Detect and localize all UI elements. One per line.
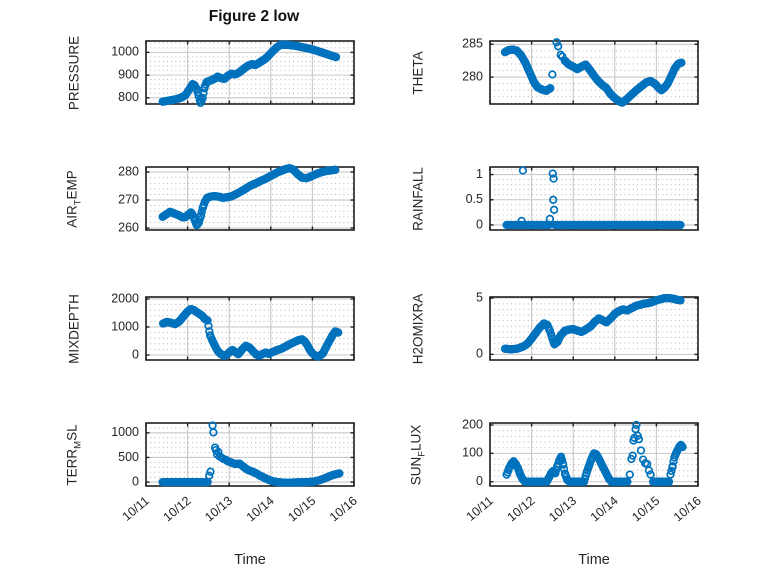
axes-box (489, 422, 699, 487)
series-air_temp-markers (158, 163, 340, 230)
axes-box (145, 166, 355, 231)
subplot-theta: 280 285 (462, 37, 699, 107)
x-tick-label: 10/12 (161, 494, 194, 525)
y-tick-label: 900 (118, 67, 139, 81)
x-tick-label: 10/16 (327, 494, 360, 525)
series-pressure-markers (158, 40, 341, 108)
axes-box (145, 422, 355, 487)
x-tick-label: 10/13 (546, 494, 579, 525)
y-tick-label: 280 (462, 69, 483, 83)
axes-box (489, 40, 699, 105)
y-tick-label: 2000 (111, 291, 139, 305)
axes-box (145, 296, 355, 361)
y-axis-label-sun_flux: SUNFLUX (408, 424, 428, 485)
series-h2omixra-markers (500, 293, 685, 354)
y-tick-label: 0 (132, 347, 139, 361)
series-sun_flux-markers (502, 420, 687, 486)
series-terr_msl-markers (158, 421, 344, 487)
y-tick-label: 285 (462, 37, 483, 51)
y-tick-label: 100 (462, 446, 483, 460)
series-theta-markers (500, 38, 686, 107)
y-tick-label: 500 (118, 450, 139, 464)
y-tick-label: 0 (476, 347, 483, 361)
x-tick-label: 10/11 (120, 494, 152, 524)
y-tick-label: 0.5 (466, 192, 483, 206)
y-axis-label-pressure: PRESSURE (66, 35, 82, 110)
y-tick-label: 270 (118, 192, 139, 206)
x-tick-label: 10/14 (244, 494, 277, 525)
y-tick-label: 5 (476, 290, 483, 304)
x-tick-label: 10/11 (464, 494, 496, 524)
subplot-pressure: 800 900 1000 (111, 40, 355, 108)
x-tick-label: 10/15 (285, 494, 318, 525)
subplot-terr_msl: 0 500 1000 10/11 10/12 10/13 10/14 10/15 10/16 (111, 421, 360, 525)
y-axis-label-h2omixra: H2OMIXRA (410, 293, 426, 364)
y-axis-label-air_temp: AIRTEMP (64, 169, 84, 228)
y-tick-label: 1000 (111, 45, 139, 59)
y-axis-label-theta: THETA (410, 50, 426, 95)
y-axis-label-terr_msl: TERRMSL (64, 423, 84, 486)
y-axis-label-mixdepth: MIXDEPTH (66, 293, 82, 364)
subplot-rainfall: 00.51 (466, 166, 699, 231)
subplot-sun_flux: 0 100 200 10/11 10/12 10/13 10/14 10/15 10/16 (462, 417, 704, 525)
y-tick-label: 0 (476, 474, 483, 488)
y-tick-label: 0 (132, 474, 139, 488)
y-tick-label: 200 (462, 417, 483, 431)
axes-box (489, 166, 699, 231)
subplot-air_temp: 260 270 280 (118, 163, 355, 234)
y-tick-label: 280 (118, 164, 139, 178)
axes-box (145, 40, 355, 105)
y-tick-label: 1 (476, 167, 483, 181)
subplot-mixdepth: 0 1000 2000 (111, 291, 355, 361)
x-tick-label: 10/12 (505, 494, 538, 525)
y-axis-label-rainfall: RAINFALL (410, 166, 426, 231)
x-tick-label: 10/14 (588, 494, 621, 525)
series-rainfall-markers (502, 166, 685, 230)
series-mixdepth-markers (158, 304, 343, 361)
y-tick-label: 260 (118, 220, 139, 234)
x-tick-label: 10/13 (202, 494, 235, 525)
y-tick-label: 0 (476, 217, 483, 231)
subplot-h2omixra: 05 (476, 290, 699, 361)
x-axis-label-right: Time (578, 552, 610, 568)
x-tick-label: 10/15 (629, 494, 662, 525)
axes-box (489, 296, 699, 361)
x-tick-label: 10/16 (671, 494, 704, 525)
y-tick-label: 1000 (111, 425, 139, 439)
x-axis-label-left: Time (234, 552, 266, 568)
figure-title: Figure 2 low (208, 8, 300, 25)
y-tick-label: 1000 (111, 319, 139, 333)
y-tick-label: 800 (118, 90, 139, 104)
